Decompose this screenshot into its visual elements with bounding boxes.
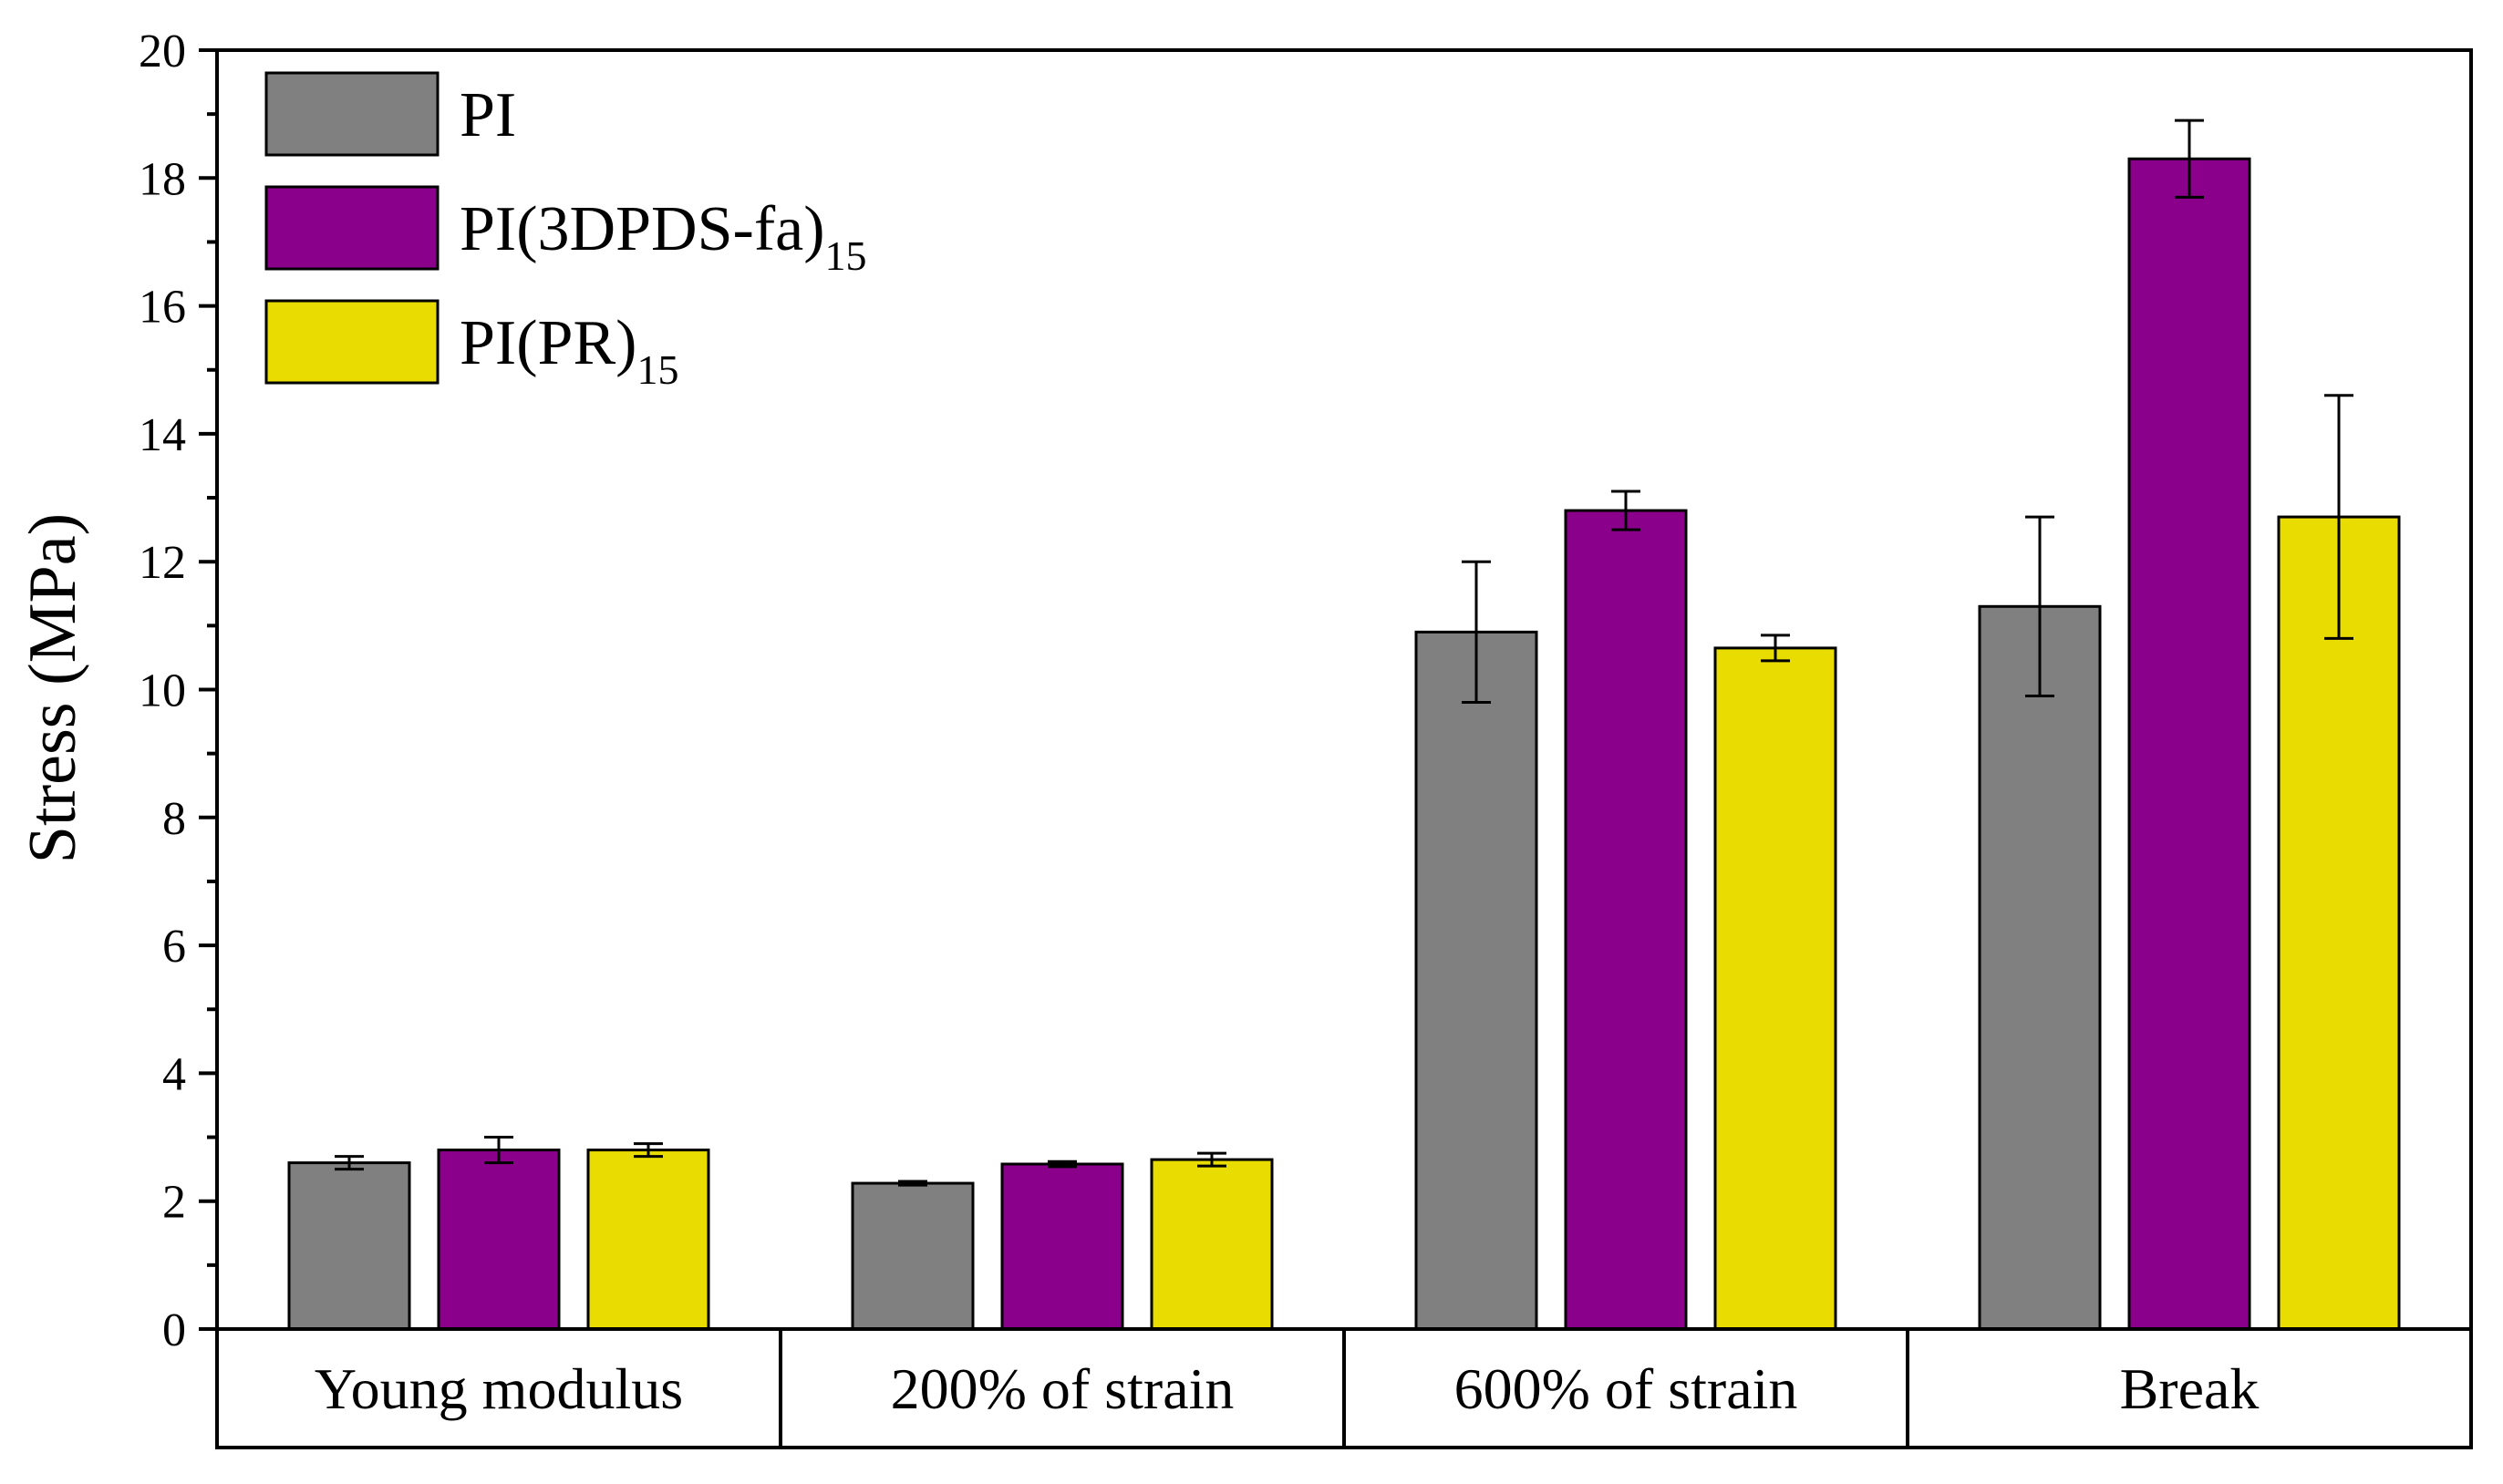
bar — [586, 1149, 710, 1331]
bar — [1150, 1158, 1274, 1331]
y-tick-label: 2 — [162, 1177, 186, 1229]
error-bar — [484, 1136, 513, 1165]
error-bar — [1197, 1151, 1226, 1168]
bar — [1414, 630, 1538, 1331]
error-bars — [335, 119, 2353, 1187]
legend-label: PI(3DPDS-fa)15 — [460, 194, 867, 279]
bar — [1564, 509, 1688, 1331]
legend-swatch — [264, 185, 440, 271]
error-bar — [1761, 634, 1790, 663]
bar — [287, 1161, 411, 1331]
legend-swatch — [264, 299, 440, 385]
error-bar — [634, 1142, 663, 1159]
y-tick-label: 8 — [162, 793, 186, 845]
y-tick-label: 20 — [139, 26, 186, 77]
legend-entry: PI(3DPDS-fa)15 — [264, 185, 867, 279]
bars — [287, 157, 2401, 1331]
y-tick-label: 4 — [162, 1048, 186, 1100]
legend-label: PI — [460, 80, 516, 150]
bar — [1713, 646, 1837, 1331]
legend-label: PI(PR)15 — [460, 308, 678, 393]
error-bar — [1048, 1159, 1077, 1169]
y-tick-label: 6 — [162, 921, 186, 973]
category-labels: Young modulus 200% of strain 600% of strai… — [315, 1356, 2260, 1421]
bar — [1978, 604, 2102, 1331]
bar — [2127, 157, 2251, 1331]
error-bar — [335, 1155, 364, 1171]
bar — [1000, 1162, 1124, 1331]
error-bar — [2025, 515, 2054, 698]
y-ticks: 0 2 4 6 8 10 12 14 16 18 20 — [139, 26, 217, 1356]
legend-entry: PI — [264, 71, 516, 157]
legend-entry: PI(PR)15 — [264, 299, 678, 393]
category-label: 600% of strain — [1454, 1356, 1798, 1421]
error-bar — [898, 1180, 927, 1187]
bar — [2277, 515, 2401, 1331]
legend: PI PI(3DPDS-fa)15 PI(PR)15 — [264, 71, 867, 393]
legend-swatch — [264, 71, 440, 157]
error-bar — [1462, 560, 1491, 705]
y-tick-label: 14 — [139, 409, 186, 461]
y-tick-label: 18 — [139, 153, 186, 205]
bar — [851, 1181, 975, 1331]
y-tick-label: 0 — [162, 1304, 186, 1356]
error-bar — [2324, 394, 2353, 640]
category-label: Young modulus — [315, 1356, 683, 1421]
bar — [437, 1149, 561, 1331]
y-tick-label: 10 — [139, 665, 186, 717]
y-tick-label: 16 — [139, 282, 186, 334]
y-tick-label: 12 — [139, 537, 186, 589]
error-bar — [1611, 490, 1640, 531]
category-label: Break — [2120, 1356, 2260, 1421]
error-bar — [2175, 119, 2204, 199]
category-label: 200% of strain — [891, 1356, 1235, 1421]
y-axis-label: Stress (MPa) — [16, 513, 90, 863]
